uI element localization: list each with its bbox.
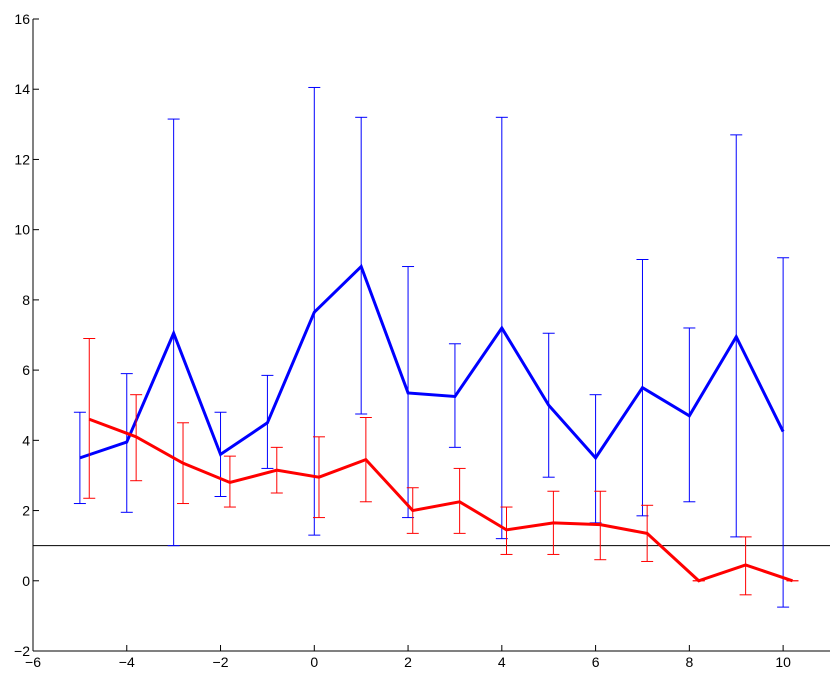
error-bar (83, 338, 96, 499)
y-tick-label: 14 (14, 81, 30, 97)
x-tick-label: −2 (213, 654, 229, 670)
ticks: −6 −4 −2 0 2 4 6 8 10 −2 0 2 4 6 8 10 12 14 16 (14, 11, 791, 670)
y-tick-label: 6 (22, 362, 30, 378)
y-tick-label: 4 (22, 432, 30, 448)
series-group (73, 86, 799, 608)
series-1 (73, 86, 790, 608)
y-tick-label: 8 (22, 292, 30, 308)
x-tick-label: 6 (592, 654, 600, 670)
y-tick-label: 0 (22, 573, 30, 589)
y-tick-label: 12 (14, 151, 30, 167)
x-tick-label: 8 (685, 654, 693, 670)
x-tick-label: −6 (25, 654, 41, 670)
y-tick-label: 10 (14, 222, 30, 238)
series-line (88, 417, 793, 583)
x-tick-label: 0 (310, 654, 318, 670)
x-tick-label: 4 (498, 654, 506, 670)
axes (32, 19, 830, 652)
x-tick-label: 10 (775, 654, 791, 670)
y-tick-label: −2 (14, 643, 30, 659)
series-2 (83, 338, 799, 596)
series-line (79, 263, 785, 461)
y-tick-label: 16 (14, 11, 30, 27)
y-tick-label: 2 (22, 503, 30, 519)
x-tick-label: 2 (404, 654, 412, 670)
error-bar (777, 257, 790, 608)
x-tick-label: −4 (119, 654, 135, 670)
